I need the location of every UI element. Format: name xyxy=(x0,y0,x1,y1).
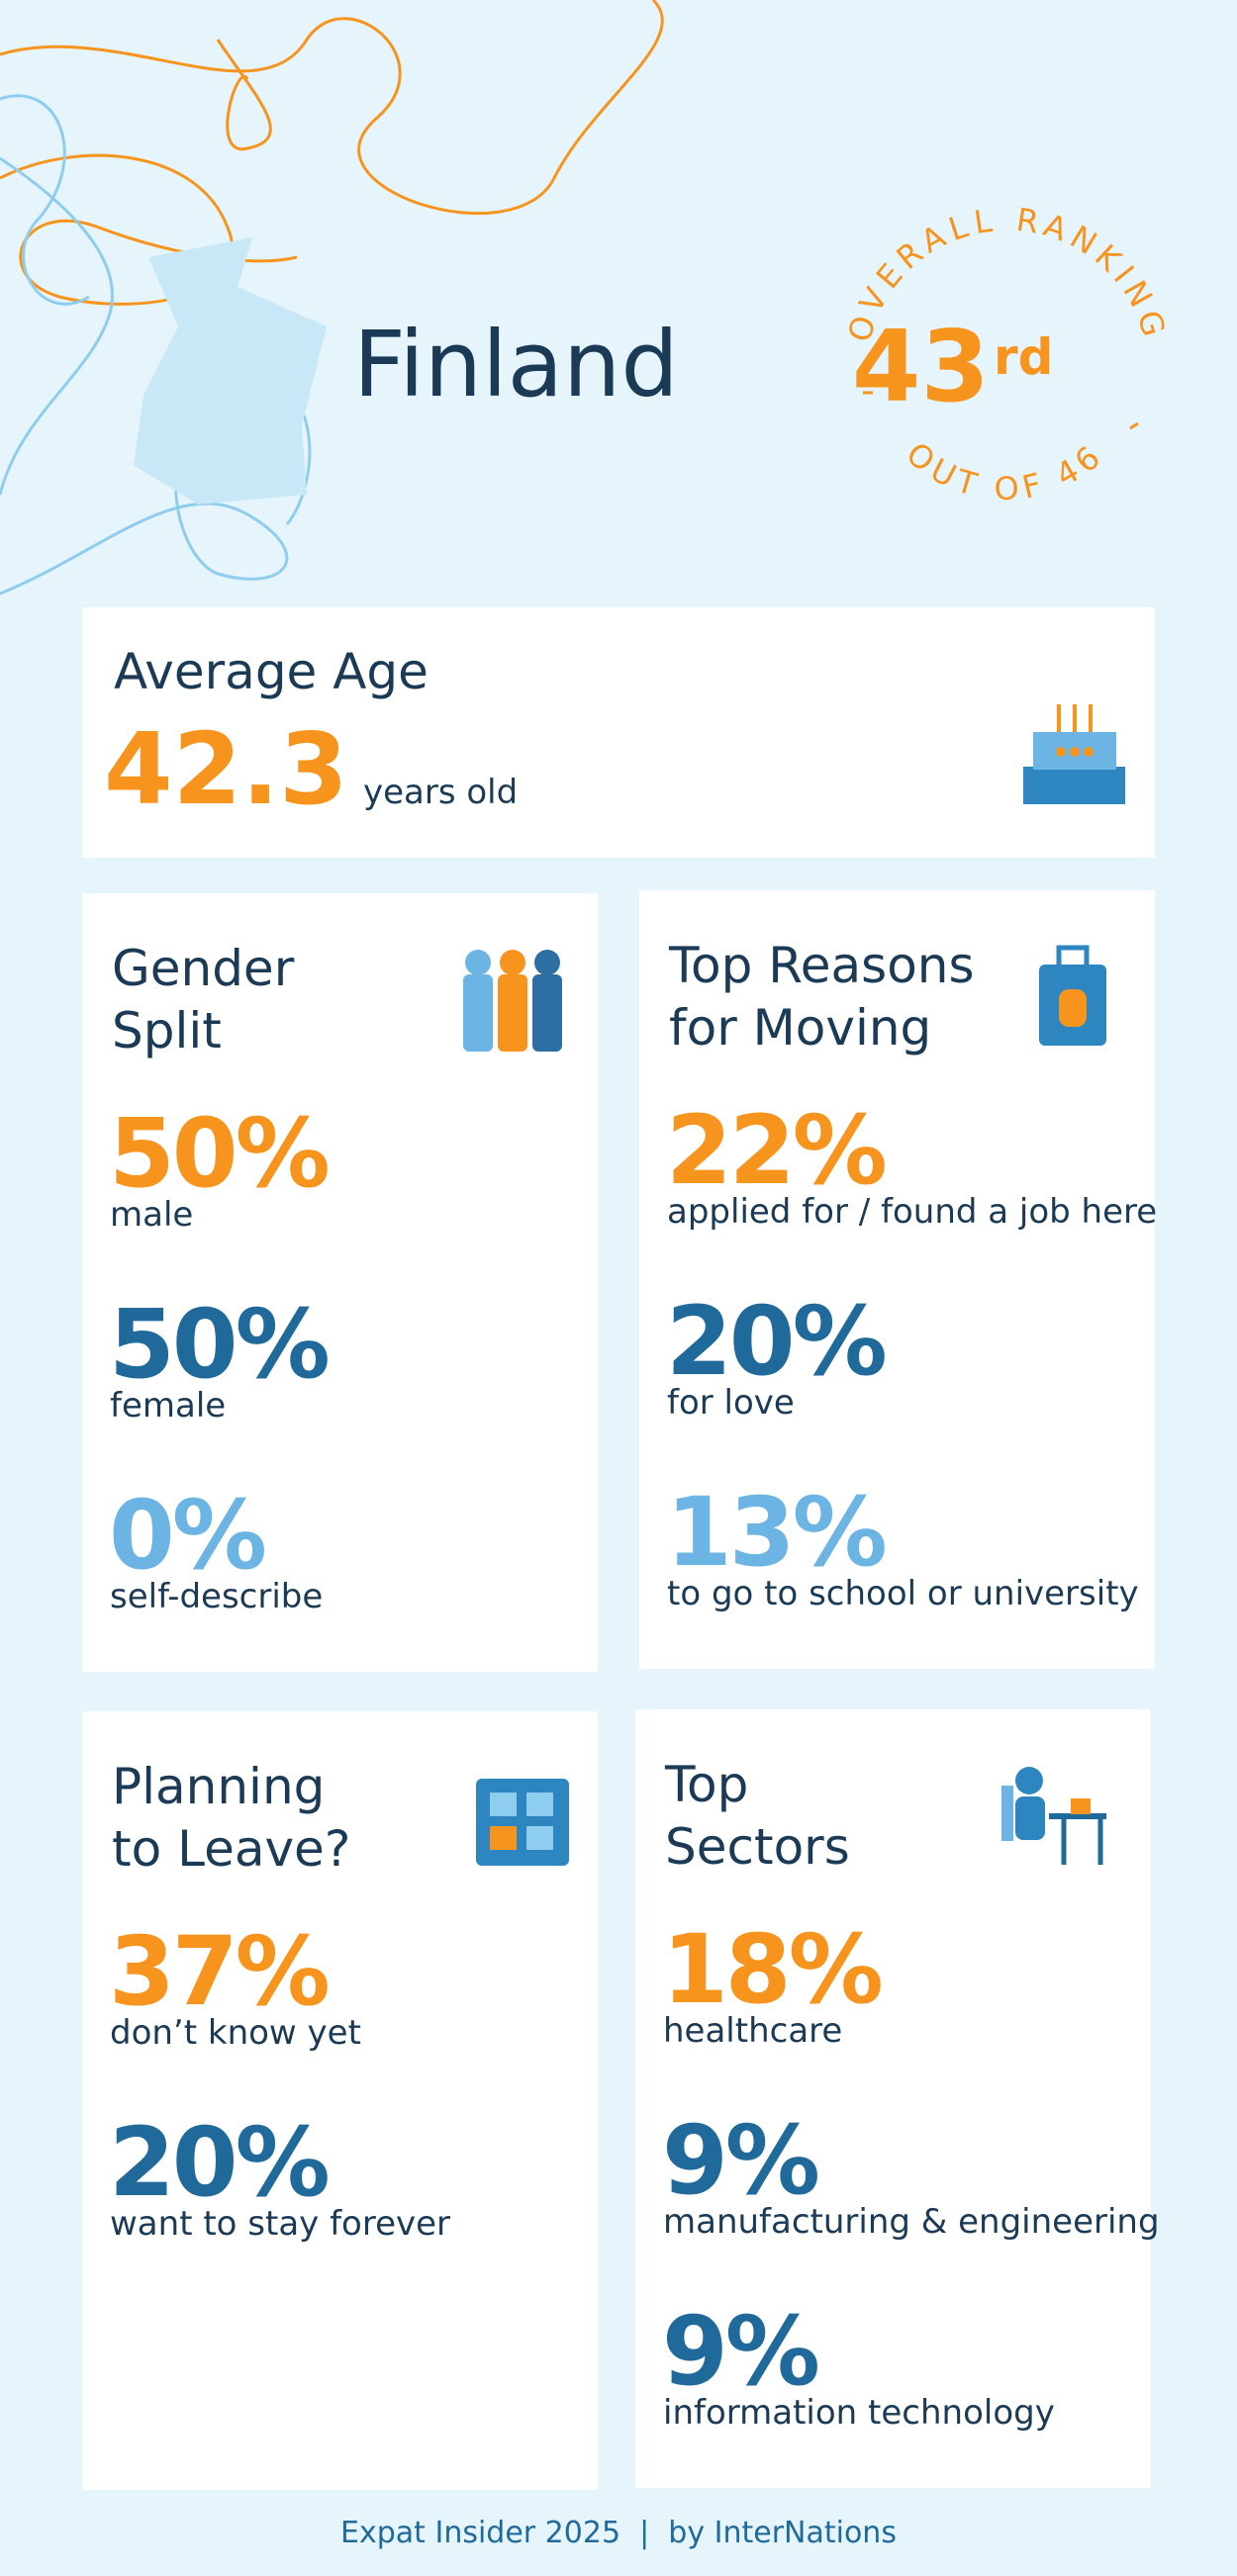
card-title: Top xyxy=(664,1756,748,1813)
stat-value: 37% xyxy=(109,1916,329,2027)
average-age-card xyxy=(82,607,1155,858)
stat-label: for love xyxy=(667,1383,795,1423)
card-title: Top Reasons xyxy=(668,937,975,994)
card-title: Sectors xyxy=(665,1818,850,1876)
stat-label: information technology xyxy=(663,2393,1055,2433)
stat-label: want to stay forever xyxy=(110,2204,450,2244)
stat-label: applied for / found a job here xyxy=(667,1192,1157,1232)
cake-icon xyxy=(1023,704,1125,804)
stat-label: manufacturing & engineering xyxy=(663,2202,1160,2242)
country-title: Finland xyxy=(353,312,679,417)
age-value: 42.3 xyxy=(104,711,348,827)
stat-value: 50% xyxy=(109,1289,329,1400)
card-title: to Leave? xyxy=(112,1820,350,1878)
stat-value: 9% xyxy=(662,2105,818,2216)
decoration xyxy=(0,0,664,596)
card-title: for Moving xyxy=(669,999,931,1057)
card-title: Average Age xyxy=(114,643,428,700)
ranking-number: 43 xyxy=(852,309,990,424)
stat-label: healthcare xyxy=(663,2011,842,2051)
stat-label: don’t know yet xyxy=(110,2013,361,2053)
card-title: Split xyxy=(112,1002,222,1059)
luggage-icon xyxy=(1039,945,1106,1046)
worker-icon xyxy=(1001,1767,1106,1865)
stat-value: 13% xyxy=(666,1477,886,1588)
stat-value: 22% xyxy=(666,1095,886,1206)
stat-value: 9% xyxy=(662,2296,818,2407)
ranking-suffix: rd xyxy=(994,328,1053,386)
stat-label: to go to school or university xyxy=(667,1574,1139,1613)
cards: GenderSplit50%male50%female0%self-descri… xyxy=(82,890,1160,2490)
stat-value: 18% xyxy=(662,1914,882,2025)
stat-value: 20% xyxy=(666,1286,886,1397)
calendar-icon xyxy=(476,1779,569,1866)
stat-label: male xyxy=(110,1195,193,1235)
gender-icon xyxy=(463,950,562,1052)
footer: Expat Insider 2025 | by InterNations xyxy=(340,2516,897,2550)
age-unit: years old xyxy=(363,773,518,812)
stat-value: 50% xyxy=(109,1098,329,1209)
stat-value: 0% xyxy=(109,1480,265,1591)
stat-label: female xyxy=(110,1386,226,1426)
stat-label: self-describe xyxy=(110,1577,323,1616)
card-title: Gender xyxy=(112,940,295,997)
card-title: Planning xyxy=(112,1758,325,1815)
stat-value: 20% xyxy=(109,2107,329,2218)
